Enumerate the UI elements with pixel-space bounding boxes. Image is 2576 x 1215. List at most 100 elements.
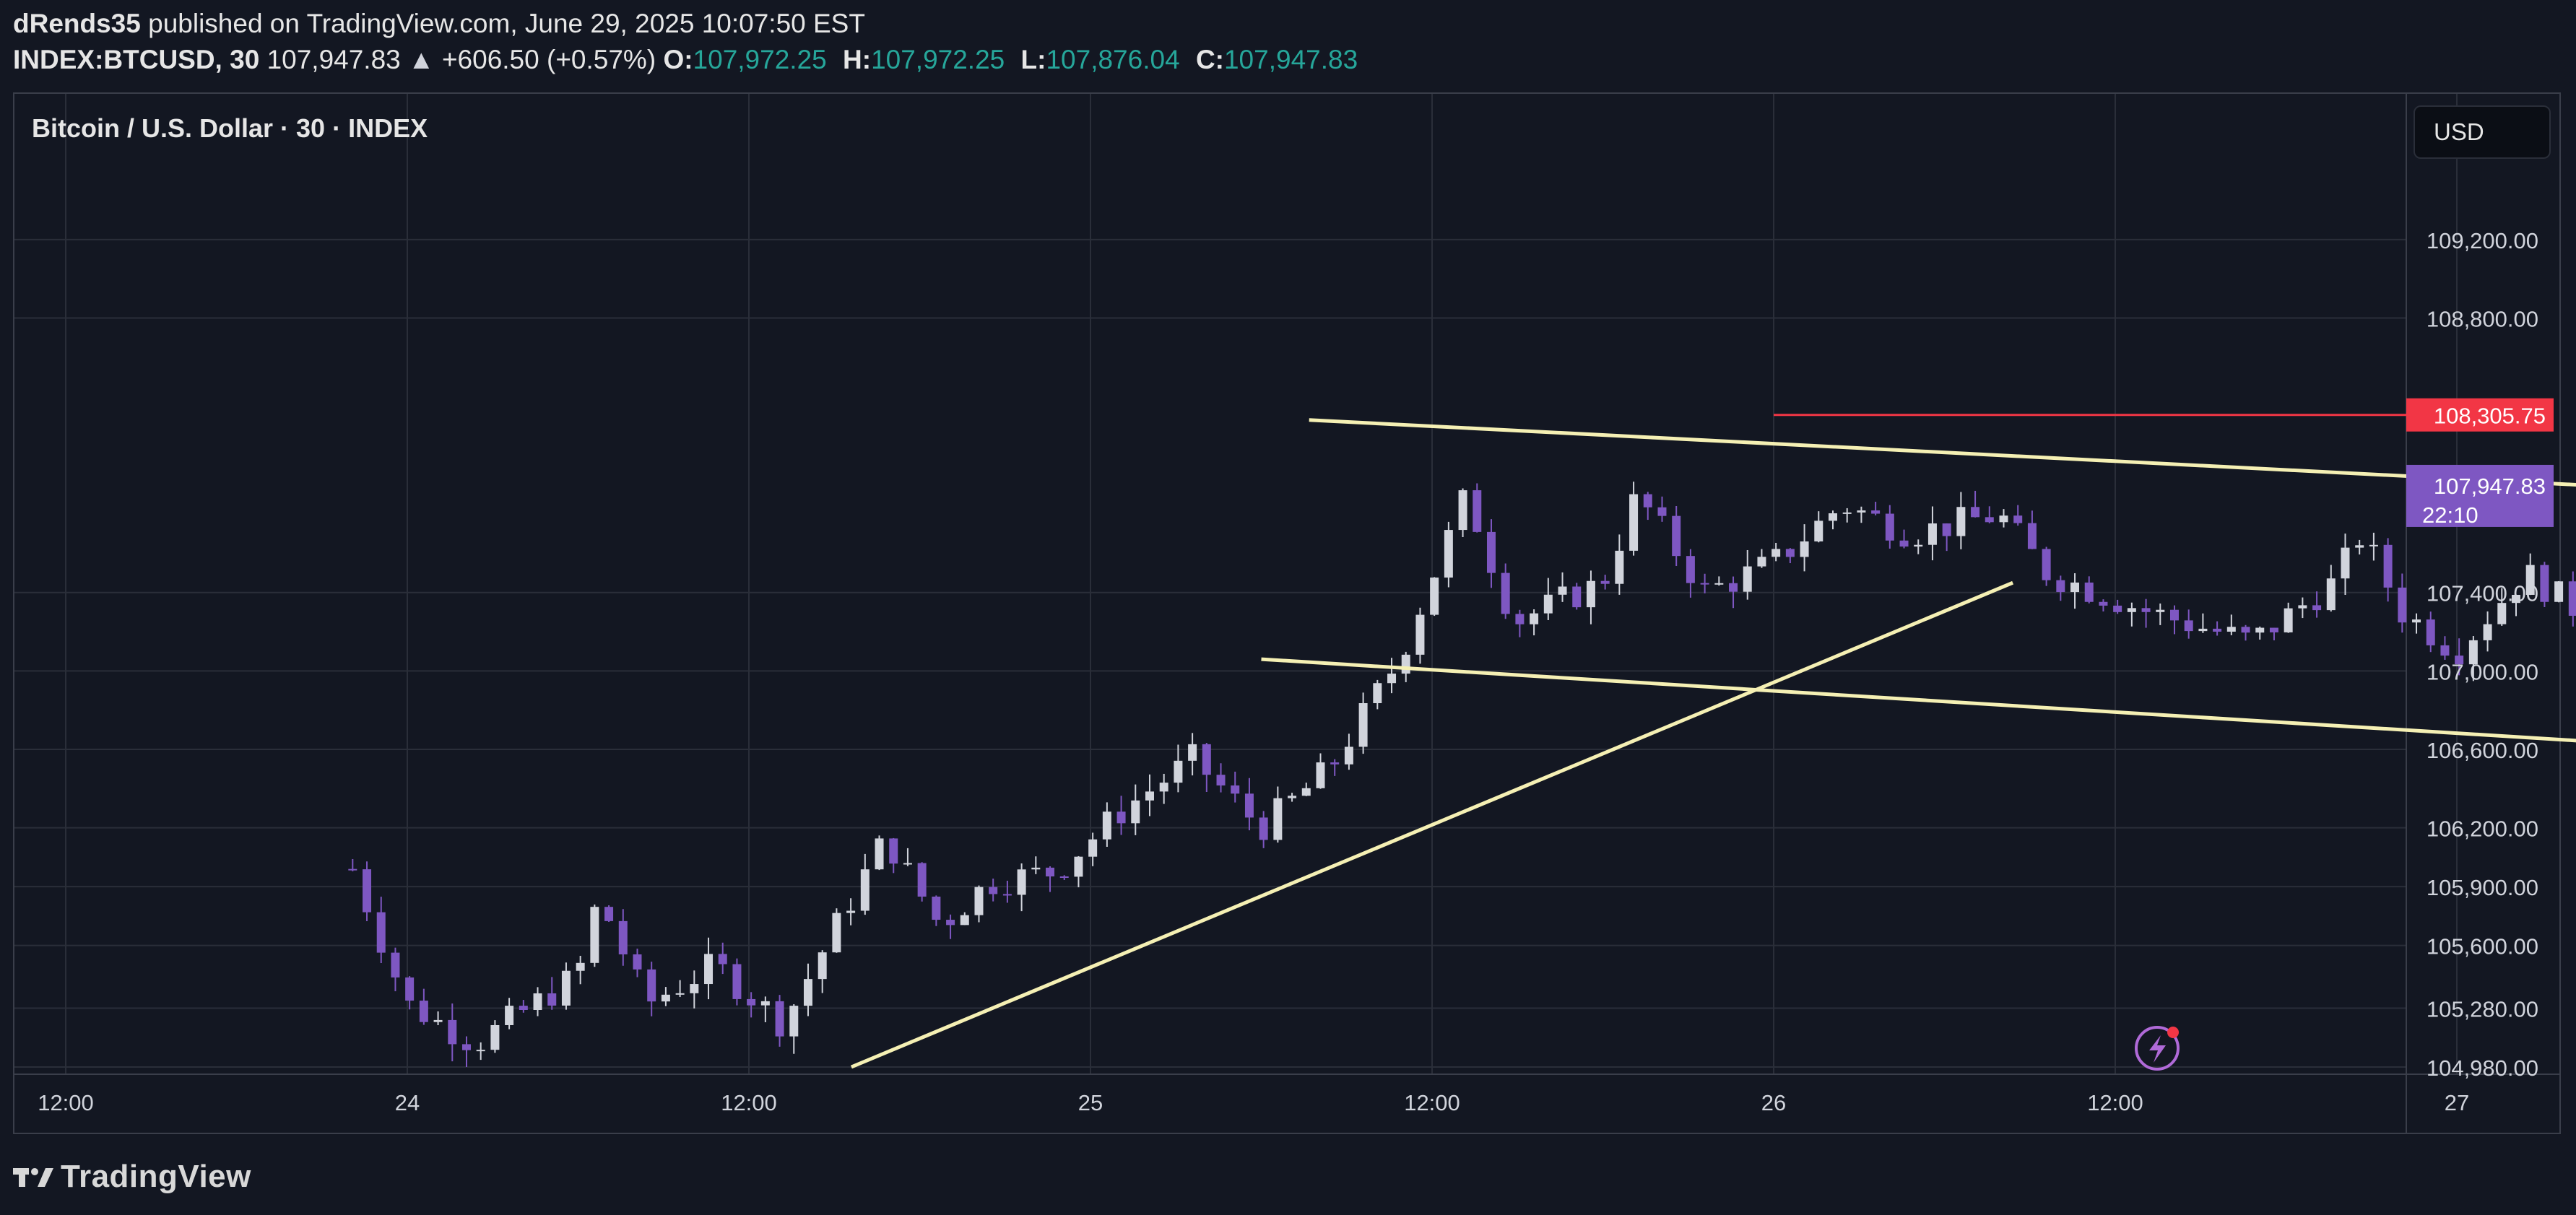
candle-body (903, 863, 912, 865)
candle-body (405, 977, 415, 1001)
candle-body (604, 907, 614, 921)
candle-body (1927, 523, 1937, 545)
candle-body (1373, 683, 1382, 704)
resistance-price-label: 108,305.75 (2434, 404, 2546, 429)
resistance-price-label-bg (2406, 398, 2554, 432)
currency-button[interactable]: USD (2414, 105, 2551, 159)
candle-body (1046, 867, 1055, 877)
candle-body (2568, 581, 2576, 616)
candle-body (448, 1019, 457, 1045)
candle-body (505, 1006, 514, 1025)
candle-body (633, 954, 642, 970)
candle-body (1600, 580, 1610, 584)
candle-body (803, 979, 812, 1006)
candle-body (1017, 869, 1026, 895)
candle-body (1174, 760, 1183, 783)
candle-body (476, 1050, 485, 1052)
candle-body (2169, 609, 2179, 621)
footer: TradingView (13, 1155, 251, 1198)
price-tick-label: 105,600.00 (2427, 934, 2538, 959)
candle-body (2355, 545, 2364, 548)
candle-body (1401, 654, 1410, 674)
candle-body (2398, 587, 2407, 623)
candle-body (1316, 762, 1325, 788)
time-tick-label: 12:00 (2087, 1090, 2143, 1115)
candle-body (1643, 494, 1652, 508)
candle-body (2554, 581, 2564, 602)
candle-body (1387, 674, 1397, 684)
author-name[interactable]: dRends35 (13, 9, 141, 38)
candle-body (1857, 510, 1866, 513)
candle-body (2341, 547, 2350, 579)
close-value: 107,947.83 (1223, 45, 1358, 74)
price-axis: 104,980.00 105,280.00 105,600.00 105,900.00… (2406, 228, 2554, 1081)
candles (348, 482, 2576, 1068)
time-tick-label: 12:00 (721, 1090, 777, 1115)
time-tick-label: 25 (1078, 1090, 1103, 1115)
price-tick-label: 109,200.00 (2427, 228, 2538, 253)
candle-body (2127, 608, 2136, 612)
candle-body (2426, 619, 2435, 645)
candle-body (348, 868, 357, 871)
candle-body (1059, 876, 1069, 879)
tradingview-logo-icon (13, 1168, 53, 1187)
time-tick-label: 12:00 (38, 1090, 94, 1115)
candle-body (2099, 601, 2108, 606)
candle-body (747, 998, 756, 1006)
candle-body (433, 1019, 443, 1022)
candle-body (1188, 744, 1197, 761)
price-tick-label: 106,200.00 (2427, 816, 2538, 842)
candle-body (2440, 645, 2450, 656)
candle-body (2455, 656, 2464, 665)
candle-body (1714, 583, 1724, 585)
candle-body (1586, 580, 1595, 608)
candle-body (2241, 627, 2250, 633)
candle-body (1785, 549, 1795, 557)
publish-info: dRends35 published on TradingView.com, J… (13, 9, 865, 39)
candle-body (1914, 544, 1923, 547)
candle-body (1074, 856, 1083, 877)
symbol-info-line: INDEX:BTCUSD, 30 107,947.83 ▲ +606.50 (+… (13, 45, 1358, 75)
notification-dot (2167, 1027, 2179, 1038)
candle-body (760, 1001, 770, 1006)
symbol-name: INDEX:BTCUSD, 30 (13, 45, 260, 74)
candle-body (1971, 507, 1980, 518)
time-axis: 12:002412:002512:002612:002712:002812:00… (38, 1090, 2469, 1115)
candle-body (846, 910, 856, 913)
time-tick-label: 24 (395, 1090, 420, 1115)
candle-body (1572, 586, 1582, 608)
candle-body (490, 1024, 500, 1050)
candle-body (2084, 582, 2094, 602)
candle-body (461, 1044, 471, 1050)
candle-body (1145, 791, 1154, 801)
candle-body (1743, 566, 1752, 592)
open-label: O: (663, 45, 693, 74)
candle-body (2113, 605, 2122, 612)
low-label: L: (1020, 45, 1046, 74)
candle-body (1430, 578, 1439, 615)
tradingview-logo-text[interactable]: TradingView (61, 1159, 251, 1194)
candle-body (832, 913, 841, 953)
candle-body (2483, 624, 2492, 640)
drawings (850, 414, 2576, 1071)
candle-body (704, 954, 714, 985)
candle-body (2184, 620, 2193, 632)
candle-body (2070, 582, 2080, 593)
candle-body (2326, 578, 2336, 611)
candle-body (1543, 594, 1553, 614)
candle-body (732, 964, 742, 999)
candle-body (1330, 762, 1340, 765)
time-tick-label: 26 (1761, 1090, 1786, 1115)
candle-body (775, 1001, 784, 1037)
candle-body (1700, 583, 1709, 585)
candle-body (2269, 627, 2278, 632)
chart-grid (14, 94, 2559, 1134)
candle-body (1842, 512, 1852, 514)
candle-body (974, 887, 984, 915)
candle-body (1501, 572, 1510, 614)
candle-body (1458, 490, 1467, 531)
candle-body (1814, 521, 1823, 541)
candle-body (1288, 796, 1297, 798)
candle-body (1002, 894, 1012, 896)
